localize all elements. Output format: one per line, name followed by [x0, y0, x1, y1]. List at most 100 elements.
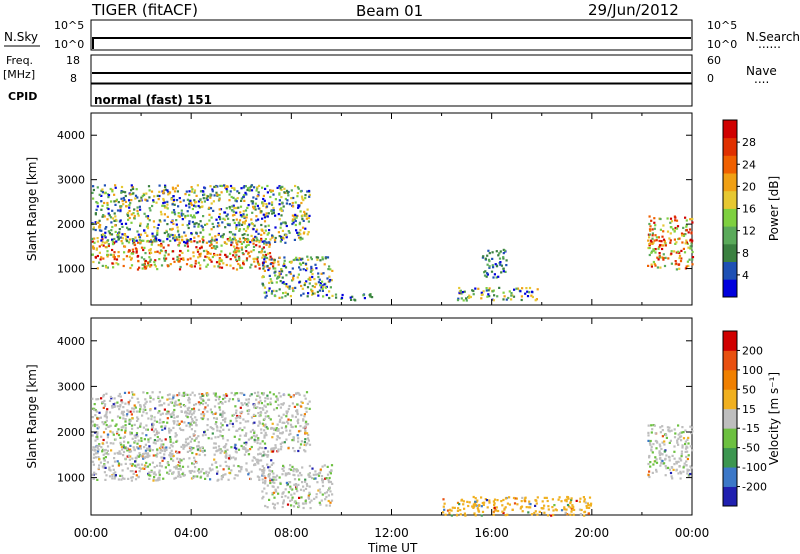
echo-pixel	[513, 288, 516, 291]
echo-pixel	[145, 424, 148, 427]
echo-pixel	[253, 260, 256, 263]
echo-pixel	[228, 454, 231, 457]
echo-pixel	[308, 276, 311, 279]
echo-pixel	[289, 272, 292, 275]
echo-pixel	[206, 424, 209, 427]
echo-pixel	[204, 255, 207, 258]
echo-pixel	[211, 412, 215, 416]
echo-pixel	[111, 243, 115, 246]
echo-pixel	[169, 413, 172, 416]
echo-pixel	[154, 250, 157, 254]
echo-pixel	[264, 480, 267, 483]
echo-pixel	[557, 498, 560, 501]
echo-pixel	[541, 500, 544, 503]
echo-pixel	[503, 295, 506, 298]
echo-pixel	[536, 496, 539, 499]
echo-pixel	[226, 439, 229, 442]
echo-pixel	[138, 470, 141, 473]
echo-pixel	[174, 187, 177, 190]
echo-pixel	[94, 456, 97, 459]
echo-pixel	[129, 431, 132, 434]
echo-pixel	[220, 244, 223, 247]
echo-pixel	[287, 286, 290, 289]
echo-pixel	[287, 472, 290, 475]
echo-pixel	[222, 233, 225, 236]
echo-pixel	[663, 443, 666, 446]
echo-pixel	[281, 467, 284, 470]
echo-pixel	[535, 298, 538, 301]
echo-pixel	[283, 191, 286, 194]
echo-pixel	[284, 426, 287, 429]
echo-pixel	[184, 193, 187, 196]
echo-pixel	[235, 411, 238, 415]
echo-pixel	[310, 499, 313, 502]
echo-pixel	[569, 506, 572, 509]
echo-pixel	[101, 421, 104, 424]
echo-pixel	[277, 449, 280, 452]
echo-pixel	[242, 260, 245, 263]
echo-pixel	[215, 218, 218, 221]
echo-pixel	[100, 397, 103, 400]
echo-pixel	[225, 207, 228, 210]
echo-pixel	[117, 462, 121, 465]
echo-pixel	[502, 511, 505, 514]
echo-pixel	[97, 426, 100, 429]
echo-pixel	[459, 289, 462, 292]
echo-pixel	[96, 437, 99, 441]
echo-pixel	[297, 502, 300, 505]
echo-pixel	[264, 400, 267, 403]
echo-pixel	[215, 241, 218, 244]
echo-pixel	[238, 427, 241, 431]
echo-pixel	[308, 282, 311, 285]
echo-pixel	[306, 442, 309, 445]
echo-pixel	[551, 498, 554, 501]
echo-pixel	[203, 449, 206, 452]
echo-pixel	[96, 202, 99, 205]
echo-pixel	[217, 449, 220, 452]
echo-pixel	[263, 429, 266, 432]
echo-pixel	[682, 466, 685, 469]
echo-pixel	[482, 503, 485, 506]
echo-pixel	[257, 232, 260, 235]
echo-pixel	[176, 464, 180, 467]
echo-pixel	[207, 437, 210, 440]
echo-pixel	[569, 502, 572, 505]
echo-pixel	[166, 471, 169, 474]
echo-pixel	[652, 260, 655, 264]
echo-pixel	[227, 223, 230, 226]
echo-pixel	[147, 455, 150, 458]
echo-pixel	[669, 471, 673, 475]
echo-pixel	[197, 441, 200, 444]
echo-pixel	[232, 204, 235, 207]
echo-pixel	[173, 466, 176, 469]
echo-pixel	[103, 234, 106, 237]
echo-pixel	[167, 233, 170, 236]
echo-pixel	[284, 495, 287, 498]
echo-pixel	[297, 258, 300, 262]
echo-pixel	[295, 258, 298, 261]
echo-pixel	[104, 191, 107, 194]
echo-pixel	[261, 473, 264, 476]
echo-pixel	[212, 200, 215, 203]
echo-pixel	[247, 473, 250, 476]
echo-pixel	[655, 447, 658, 450]
echo-pixel	[164, 438, 167, 441]
echo-pixel	[291, 439, 294, 442]
echo-pixel	[485, 289, 488, 292]
echo-pixel	[255, 244, 258, 247]
echo-pixel	[244, 420, 247, 423]
echo-pixel	[651, 428, 654, 431]
echo-pixel	[105, 266, 108, 269]
echo-pixel	[198, 453, 201, 456]
echo-pixel	[244, 447, 247, 450]
echo-pixel	[687, 246, 690, 249]
echo-pixel	[281, 185, 284, 188]
echo-pixel	[278, 437, 281, 440]
nsky-strip-frame	[90, 19, 693, 51]
echo-pixel	[268, 465, 272, 468]
echo-pixel	[126, 226, 129, 229]
echo-pixel	[127, 477, 130, 480]
echo-pixel	[146, 448, 150, 451]
echo-pixel	[146, 428, 149, 431]
echo-pixel	[312, 292, 315, 295]
